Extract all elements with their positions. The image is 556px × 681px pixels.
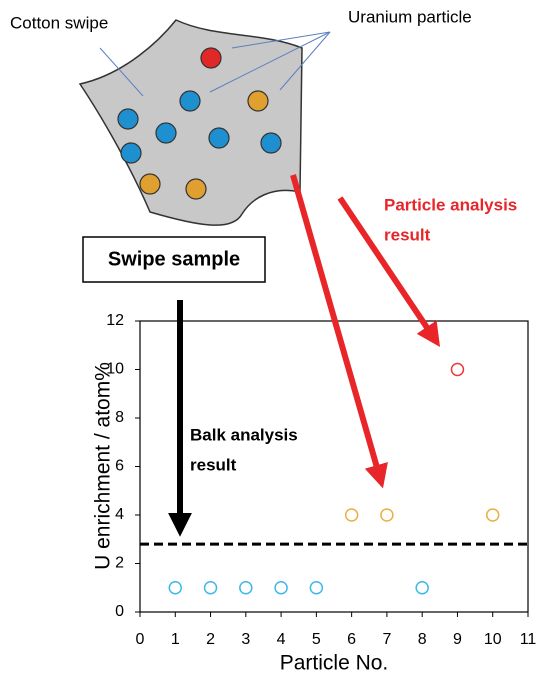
x-tick-label: 1 <box>171 631 180 648</box>
y-tick-label: 2 <box>115 555 124 572</box>
uranium-particle-label: Uranium particle <box>348 7 472 26</box>
particle-analysis-label: Particle analysis <box>384 195 517 214</box>
data-point <box>344 508 359 522</box>
data-point <box>415 581 429 595</box>
balk-analysis-label: Balk analysis <box>190 425 298 444</box>
particles <box>117 47 282 200</box>
y-tick-label: 4 <box>115 506 124 523</box>
data-point <box>168 581 183 595</box>
red-arrow <box>290 174 388 489</box>
red-arrow <box>337 196 441 347</box>
data-point <box>450 362 465 377</box>
y-tick-label: 0 <box>115 603 124 620</box>
particle-analysis-label: result <box>384 225 431 244</box>
data-point <box>274 581 288 595</box>
x-tick-label: 6 <box>347 631 356 648</box>
swipe-sample-box <box>82 236 266 283</box>
x-tick-label: 3 <box>241 631 250 648</box>
data-point <box>380 508 394 522</box>
data-point <box>309 581 324 595</box>
x-tick-label: 10 <box>484 631 502 648</box>
x-tick-label: 7 <box>382 631 391 648</box>
balk-analysis-label: result <box>190 455 237 474</box>
x-tick-label: 8 <box>418 631 427 648</box>
data-point <box>239 581 253 595</box>
x-tick-label: 9 <box>453 631 462 648</box>
y-tick-label: 10 <box>106 361 124 378</box>
x-axis-title: Particle No. <box>280 652 389 675</box>
callout-lines <box>99 31 331 97</box>
cotton-swipe-label: Cotton swipe <box>10 13 108 32</box>
x-tick-label: 11 <box>520 631 537 648</box>
y-tick-label: 12 <box>106 312 124 329</box>
y-tick-label: 8 <box>115 409 124 426</box>
data-point <box>485 508 500 522</box>
x-tick-label: 4 <box>277 631 286 648</box>
y-axis-title: U enrichment / atom% <box>92 362 115 570</box>
y-tick-label: 6 <box>115 458 124 475</box>
swipe-sample-label: Swipe sample <box>108 248 240 270</box>
x-tick-label: 5 <box>312 631 321 648</box>
swipe-sheet <box>78 19 303 226</box>
x-tick-label: 2 <box>206 631 215 648</box>
data-point <box>203 581 218 595</box>
x-tick-label: 0 <box>136 631 145 648</box>
